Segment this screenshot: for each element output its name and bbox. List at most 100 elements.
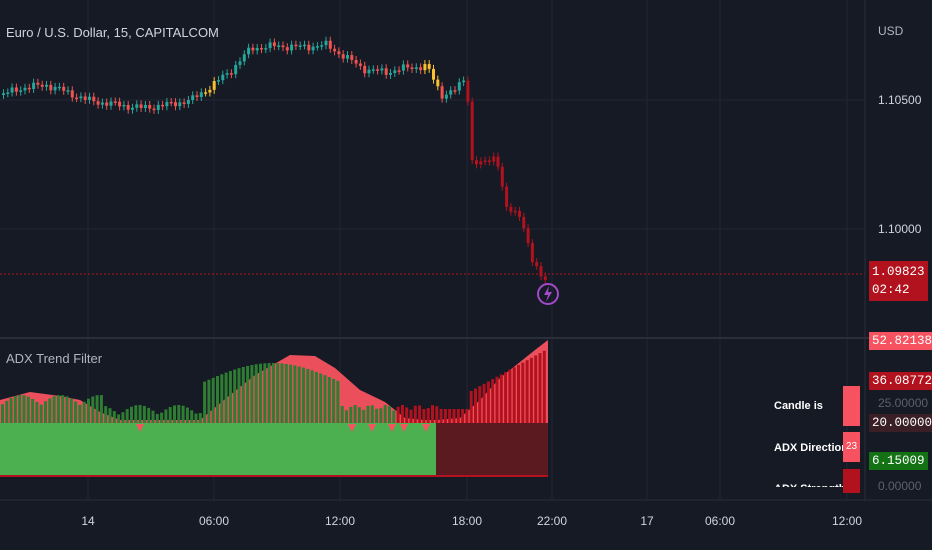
direction-bar — [400, 405, 404, 423]
candle-body — [66, 90, 70, 92]
time-label: 12:00 — [831, 514, 863, 528]
direction-bar — [512, 367, 516, 423]
candle-body — [169, 101, 173, 104]
candle-body — [496, 156, 500, 167]
direction-bar — [190, 410, 194, 423]
candle-body — [40, 84, 44, 87]
candle-body — [251, 47, 255, 51]
direction-bar — [203, 381, 207, 423]
time-label: 18:00 — [451, 514, 483, 528]
direction-bar — [353, 405, 357, 423]
candle-body — [131, 107, 134, 110]
direction-bar — [35, 401, 39, 423]
direction-bar — [263, 363, 267, 423]
direction-bar — [237, 368, 241, 423]
direction-bar — [13, 396, 17, 423]
direction-bar — [26, 396, 30, 423]
candle-body — [328, 40, 332, 49]
bear-zone-fill — [436, 423, 548, 477]
direction-bar — [435, 406, 439, 423]
direction-bar — [314, 371, 318, 423]
candle-body — [105, 102, 109, 106]
direction-bar — [52, 396, 56, 423]
direction-bar — [499, 374, 503, 423]
candle-body — [380, 68, 384, 71]
indicator-title[interactable]: ADX Trend Filter — [6, 351, 103, 366]
direction-bar — [22, 395, 26, 423]
candle-body — [530, 243, 534, 263]
candle-body — [406, 64, 410, 68]
candle-body — [135, 104, 139, 108]
direction-bar — [349, 406, 353, 423]
candle-body — [410, 67, 414, 70]
direction-bar — [289, 364, 293, 423]
candle-body — [341, 54, 345, 59]
time-label: 14 — [81, 514, 95, 528]
direction-bar — [99, 395, 103, 423]
candle-body — [483, 160, 487, 162]
candle-body — [268, 42, 272, 49]
direction-bar — [194, 413, 198, 423]
direction-bar — [478, 386, 482, 423]
direction-bar — [155, 413, 159, 423]
bar-countdown: 02:42 — [872, 283, 910, 297]
time-label: 17 — [640, 514, 654, 528]
symbol-title[interactable]: Euro / U.S. Dollar, 15, CAPITALCOM — [6, 25, 219, 40]
candle-body — [500, 166, 504, 187]
direction-bar — [250, 364, 254, 423]
direction-bar — [319, 373, 323, 423]
candle-body — [479, 161, 483, 165]
direction-bar — [5, 400, 9, 423]
direction-bar — [409, 409, 413, 423]
candle-body — [419, 67, 423, 71]
direction-bar — [69, 398, 73, 423]
threshold-tag: 20.00000 — [869, 414, 932, 432]
direction-bar — [310, 370, 314, 423]
direction-bar — [142, 405, 146, 423]
direction-bar — [95, 395, 99, 423]
direction-bar — [121, 412, 125, 423]
price-axis-label-2: 1.10000 — [878, 222, 922, 236]
direction-bar — [418, 405, 422, 423]
candle-body — [122, 104, 126, 107]
direction-bar — [413, 405, 417, 423]
candle-body — [217, 80, 220, 82]
candle-body — [139, 104, 143, 108]
direction-bar — [482, 383, 486, 423]
candle-body — [337, 51, 341, 55]
candle-body — [281, 45, 285, 48]
lightning-alert-icon[interactable] — [537, 283, 559, 305]
candle-body — [423, 64, 427, 71]
candle-label: Candle is — [774, 400, 823, 412]
candle-body — [285, 47, 289, 51]
time-label: 06:00 — [198, 514, 230, 528]
direction-bar — [228, 371, 232, 423]
candle-body — [526, 228, 530, 244]
candle-body — [204, 92, 208, 94]
direction-bar — [426, 408, 430, 423]
candle-body — [92, 96, 96, 102]
direction-bar — [465, 409, 469, 423]
candle-body — [320, 45, 324, 47]
candle-body — [57, 86, 61, 89]
currency-label[interactable]: USD — [878, 24, 904, 38]
candle-body — [27, 87, 31, 90]
candle-body — [264, 48, 268, 50]
direction-bar — [504, 372, 508, 423]
sell-marker — [136, 424, 144, 432]
candle-body — [2, 93, 5, 95]
direction-bar — [452, 409, 456, 423]
direction-bar — [388, 406, 391, 423]
candle-body — [53, 86, 57, 91]
sell-marker — [400, 424, 408, 432]
direction-bar — [56, 395, 60, 423]
direction-bar — [134, 405, 138, 423]
direction-bar — [160, 412, 164, 423]
direction-bar — [370, 405, 374, 423]
buy-marker — [416, 465, 424, 474]
candle-body — [14, 87, 18, 92]
direction-bar — [379, 408, 383, 423]
candle-body — [143, 104, 147, 108]
candle-body — [165, 101, 169, 107]
